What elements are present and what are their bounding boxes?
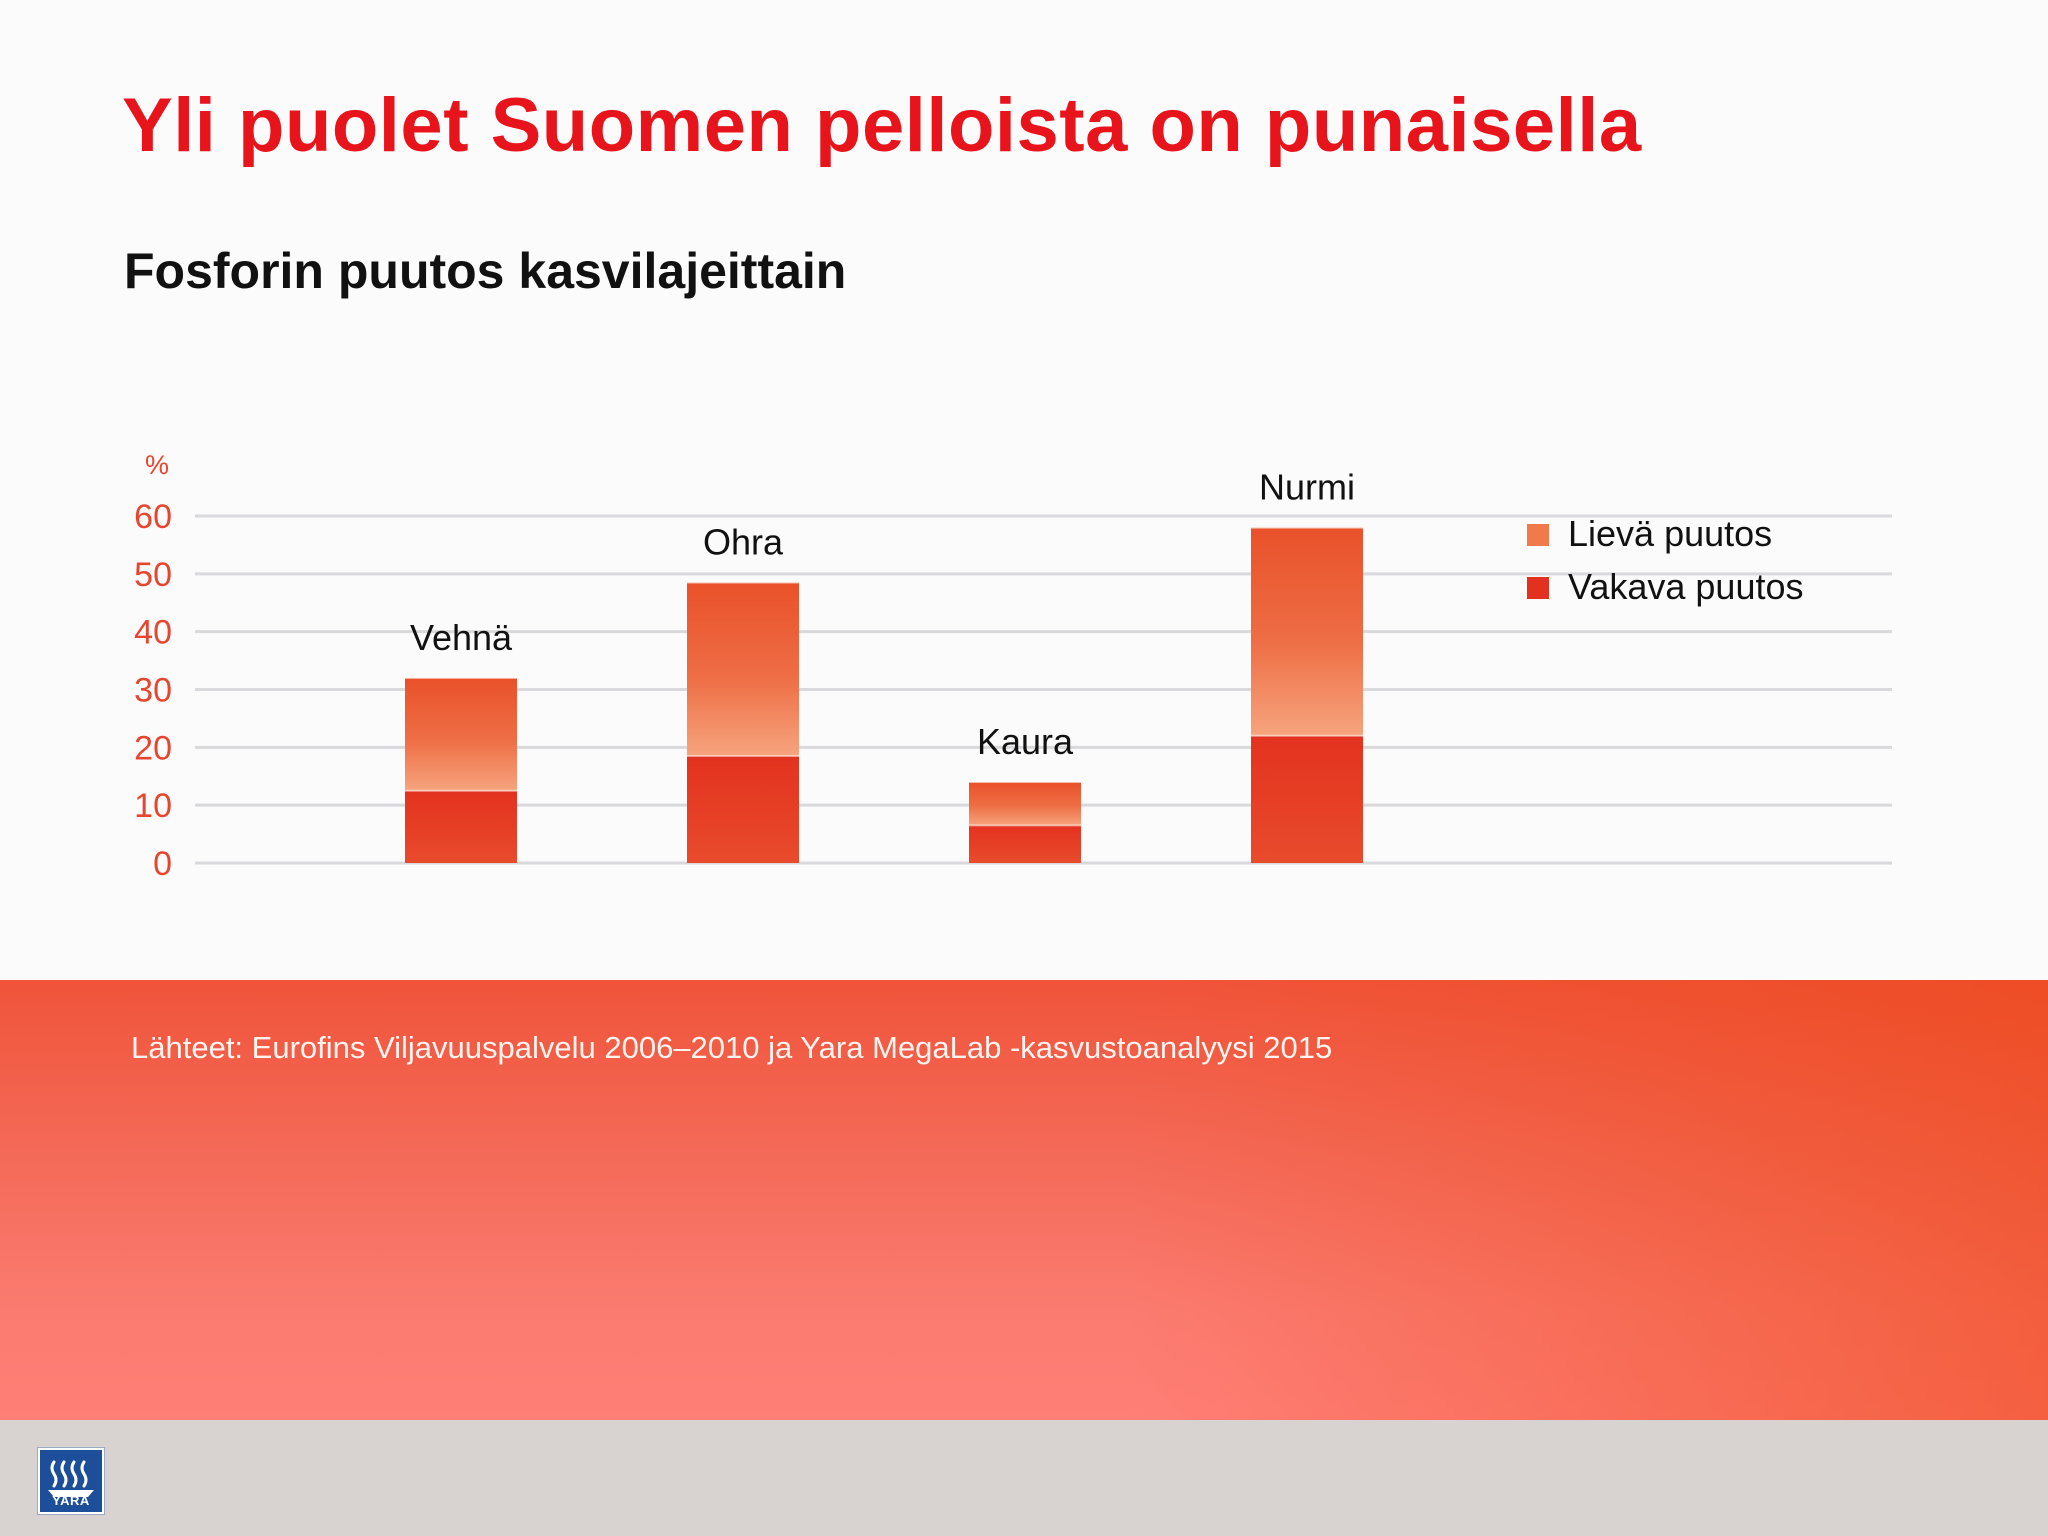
bottom-bar: [0, 1420, 2048, 1536]
legend-swatch: [1527, 577, 1549, 599]
logo-text: YARA: [52, 1493, 90, 1508]
legend-label: Lievä puutos: [1568, 513, 1772, 554]
bar-segment-vakava-puutos: [405, 790, 517, 863]
viking-ship-icon: [48, 1460, 94, 1497]
bar-segment-lievä-puutos: [1251, 527, 1363, 736]
y-unit-label: %: [145, 450, 169, 480]
legend-label: Vakava puutos: [1568, 566, 1804, 607]
y-tick-label: 60: [134, 498, 172, 536]
bar-segment-vakava-puutos: [687, 756, 799, 863]
y-tick-label: 20: [134, 729, 172, 767]
y-tick-label: 40: [134, 614, 172, 652]
y-tick-label: 0: [153, 845, 172, 883]
bar-segment-lievä-puutos: [405, 677, 517, 791]
category-label: Nurmi: [1259, 467, 1355, 508]
bar-segment-lievä-puutos: [687, 582, 799, 757]
y-tick-label: 50: [134, 556, 172, 594]
slide-title: Yli puolet Suomen pelloista on punaisell…: [122, 83, 1642, 168]
category-label: Ohra: [703, 522, 784, 563]
legend-swatch: [1527, 524, 1549, 546]
source-text: Lähteet: Eurofins Viljavuuspalvelu 2006–…: [131, 1030, 1333, 1065]
bar-segment-vakava-puutos: [969, 825, 1081, 863]
category-label: Kaura: [977, 721, 1074, 762]
bar-segment-vakava-puutos: [1251, 735, 1363, 863]
bar-segment-lievä-puutos: [969, 782, 1081, 826]
category-label: Vehnä: [410, 617, 513, 658]
y-tick-label: 10: [134, 787, 172, 825]
yara-logo: YARA: [38, 1448, 104, 1514]
y-tick-label: 30: [134, 672, 172, 710]
stacked-bar-chart: 0 10 20 30 40 50 60% Vehnä Ohra Kaura Nurmi Lievä p…: [134, 450, 1892, 883]
slide-subtitle: Fosforin puutos kasvilajeittain: [124, 243, 847, 299]
footer-band: [0, 980, 2048, 1420]
